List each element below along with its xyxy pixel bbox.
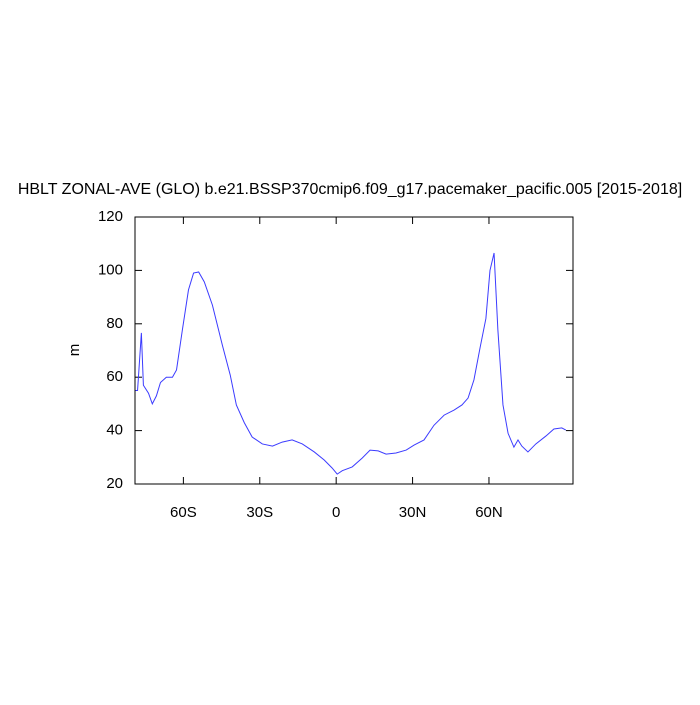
y-tick-label: 100 bbox=[98, 261, 123, 278]
chart-title: HBLT ZONAL-AVE (GLO) b.e21.BSSP370cmip6.… bbox=[18, 181, 682, 198]
y-tick-label: 20 bbox=[106, 475, 123, 492]
x-tick-label: 0 bbox=[332, 504, 340, 521]
y-tick-label: 80 bbox=[106, 315, 123, 332]
data-line bbox=[135, 252, 567, 475]
y-tick-label: 120 bbox=[98, 208, 123, 225]
plot-frame bbox=[134, 216, 574, 485]
x-tick-label: 60S bbox=[170, 504, 197, 521]
x-tick-label: 30S bbox=[246, 504, 273, 521]
x-tick-label: 60N bbox=[475, 504, 503, 521]
x-tick-label: 30N bbox=[399, 504, 427, 521]
y-axis-label: m bbox=[66, 344, 83, 357]
y-tick-label: 40 bbox=[106, 422, 123, 439]
y-tick-label: 60 bbox=[106, 368, 123, 385]
